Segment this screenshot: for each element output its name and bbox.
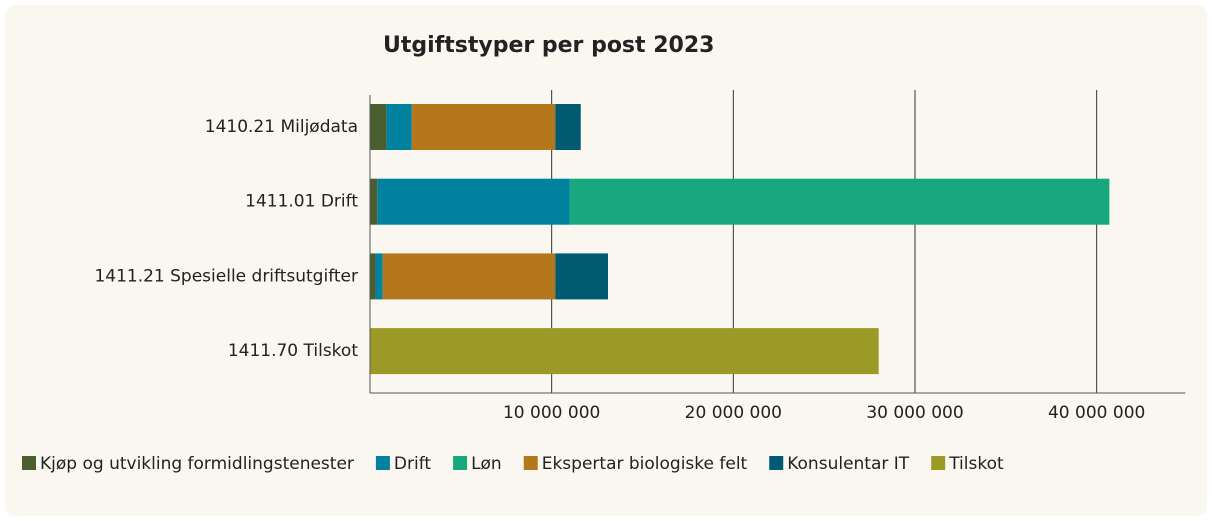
bar-segment: [382, 253, 556, 300]
x-tick-label: 10 000 000: [503, 403, 600, 423]
legend-swatch: [931, 456, 946, 470]
y-tick-label: 1411.01 Drift: [245, 192, 358, 212]
legend-swatch: [375, 456, 390, 470]
chart-title: Utgiftstyper per post 2023: [383, 33, 714, 58]
y-tick-label: 1410.21 Miljødata: [205, 117, 358, 137]
x-tick-label: 40 000 000: [1048, 403, 1145, 423]
bar-segment: [555, 253, 608, 300]
bar-segment: [569, 178, 1110, 225]
legend-label: Tilskot: [948, 454, 1004, 474]
legend-label: Konsulentar IT: [787, 454, 910, 474]
x-tick-label: 20 000 000: [685, 403, 782, 423]
bar-segment: [370, 328, 879, 375]
bar-segment: [375, 253, 383, 300]
y-tick-label: 1411.21 Spesielle driftsutgifter: [94, 266, 358, 286]
x-tick-label: 30 000 000: [866, 403, 963, 423]
bar-segment: [370, 104, 387, 150]
bar-segment: [411, 104, 556, 150]
legend-swatch: [22, 456, 36, 470]
y-tick-label: 1411.70 Tilskot: [228, 341, 359, 361]
legend-label: Kjøp og utvikling formidlingstenester: [40, 454, 354, 474]
bar-segment: [555, 104, 581, 150]
bar-segment: [377, 178, 570, 225]
bar-segment: [386, 104, 412, 150]
legend-swatch: [453, 456, 468, 470]
bar-segment: [370, 178, 378, 225]
legend-swatch: [523, 456, 538, 470]
legend-swatch: [769, 456, 784, 470]
legend-label: Ekspertar biologiske felt: [542, 454, 748, 474]
legend-label: Løn: [471, 454, 502, 474]
bar-segment: [370, 253, 376, 300]
legend-label: Drift: [394, 454, 431, 474]
